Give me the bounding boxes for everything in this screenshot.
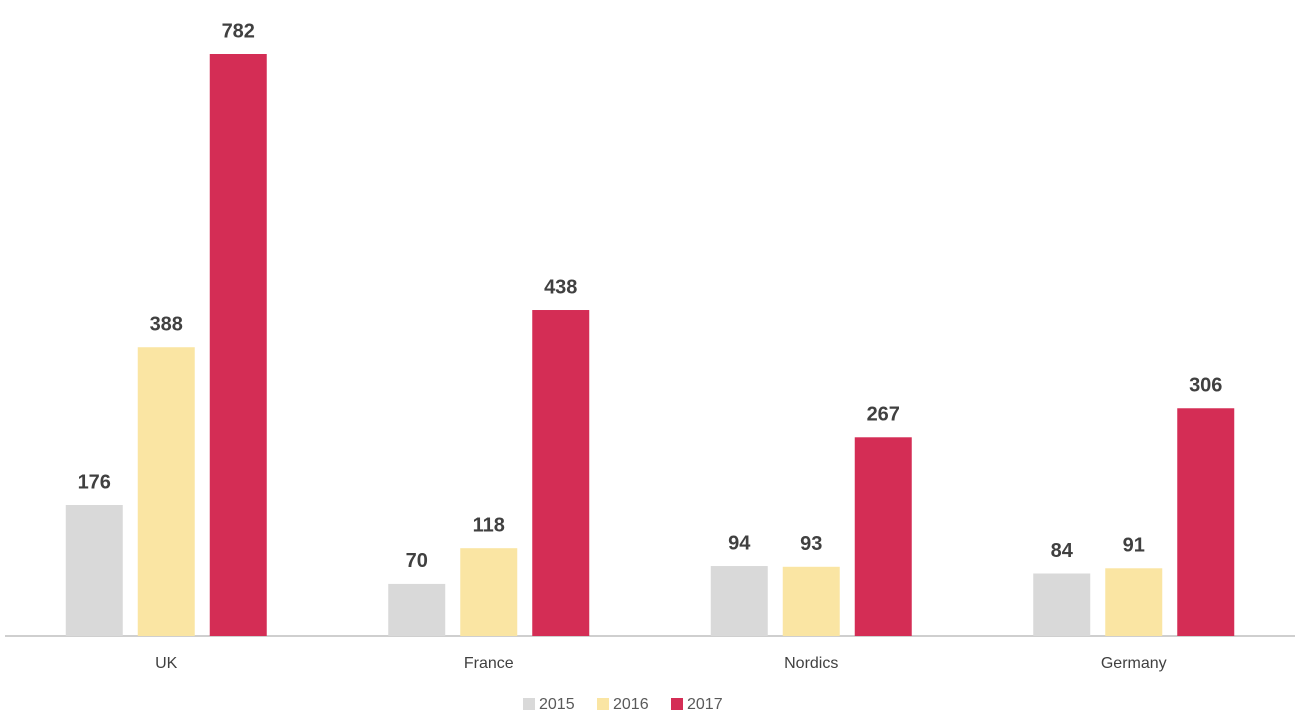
- bar: [209, 54, 267, 636]
- data-label: 388: [150, 314, 183, 336]
- data-label: 782: [222, 20, 255, 42]
- x-tick-label: UK: [155, 655, 178, 672]
- legend-label: 2016: [613, 696, 649, 713]
- legend-swatch: [671, 698, 683, 710]
- legend-swatch: [597, 698, 609, 710]
- data-label: 94: [728, 532, 751, 554]
- data-label: 118: [473, 514, 505, 536]
- bar: [782, 566, 840, 636]
- x-tick-label: France: [464, 655, 514, 672]
- bar: [460, 548, 518, 636]
- bar: [1033, 573, 1091, 636]
- data-label: 93: [800, 533, 822, 555]
- x-tick-label: Nordics: [784, 655, 838, 672]
- bar: [710, 566, 768, 636]
- data-label: 306: [1189, 375, 1222, 397]
- bar: [388, 583, 446, 636]
- data-label: 91: [1123, 535, 1145, 557]
- x-tick-label: Germany: [1101, 655, 1167, 672]
- data-label: 267: [867, 404, 900, 426]
- bar: [65, 505, 123, 636]
- bar: [1177, 408, 1235, 636]
- bar: [137, 347, 195, 636]
- legend-label: 2015: [539, 696, 575, 713]
- data-label: 70: [406, 550, 428, 572]
- bar: [532, 310, 590, 636]
- bar: [854, 437, 912, 636]
- data-label: 84: [1051, 540, 1074, 562]
- legend-swatch: [523, 698, 535, 710]
- legend-label: 2017: [687, 696, 723, 713]
- data-label: 176: [78, 471, 111, 493]
- data-label: 438: [544, 276, 577, 298]
- bar: [1105, 568, 1163, 636]
